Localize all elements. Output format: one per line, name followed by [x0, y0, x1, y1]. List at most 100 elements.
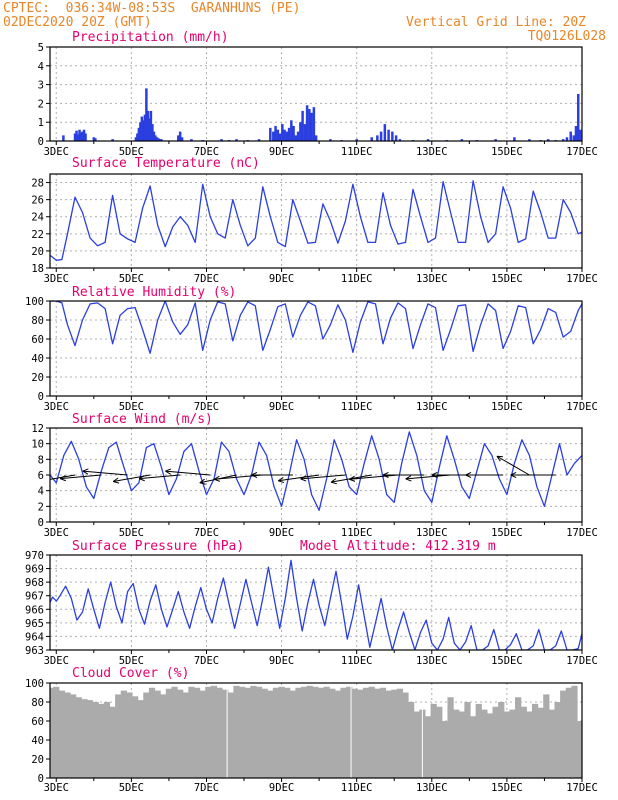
cloud-bar: [486, 713, 494, 778]
wind-arrow-shaft: [82, 470, 128, 476]
wind-arrow-head: [510, 471, 517, 476]
precip-bar: [73, 133, 77, 141]
x-tick-label: 3DEC: [44, 273, 69, 285]
x-tick-label: 5DEC: [119, 782, 144, 794]
wind-arrow-head: [382, 474, 389, 479]
x-tick-label: 11DEC: [341, 527, 373, 539]
precip-bar: [148, 118, 151, 141]
wind-arrow-head: [27, 480, 32, 484]
cloud-bar: [543, 694, 550, 778]
series-line: [50, 431, 582, 511]
cloud-bar: [481, 709, 488, 778]
cloud-bar: [182, 692, 189, 778]
x-tick-label: 13DEC: [416, 273, 448, 285]
precip-bar: [546, 139, 550, 141]
x-tick-label: 7DEC: [194, 655, 219, 667]
precip-bar: [572, 135, 575, 141]
y-tick-label: 80: [31, 697, 44, 709]
cloud-bar: [408, 702, 415, 778]
x-tick-label: 9DEC: [269, 782, 294, 794]
precip-bar: [398, 139, 402, 141]
wind-arrow-head: [465, 474, 472, 479]
wind-arrow: [465, 471, 504, 479]
x-tick-label: 17DEC: [566, 527, 598, 539]
precip-bar: [235, 139, 238, 141]
x-tick-label: 17DEC: [566, 146, 598, 158]
cloud-bar: [323, 686, 330, 778]
panel-frame: [49, 554, 583, 651]
cloud-bar: [165, 688, 173, 778]
x-tick-label: 7DEC: [194, 401, 219, 413]
cloud-bar: [498, 702, 505, 778]
x-tick-label: 5DEC: [119, 401, 144, 413]
precip-bar: [134, 137, 138, 141]
cloud-bar: [86, 700, 94, 778]
wind-arrow-shaft: [405, 474, 451, 480]
cloud-bar: [351, 688, 358, 778]
y-tick-label: 3: [38, 80, 44, 92]
y-tick-label: 28: [31, 178, 44, 190]
precip-bar: [276, 129, 280, 141]
wind-arrow: [27, 474, 76, 484]
y-tick-label: 6: [38, 470, 44, 482]
cloud-bar: [160, 694, 167, 778]
y-tick-label: 964: [25, 631, 44, 643]
cloud-bar: [126, 692, 133, 778]
y-tick-label: 100: [25, 296, 44, 308]
precip-bar: [158, 139, 162, 141]
cloud-bar: [430, 703, 437, 778]
cloud-bar: [526, 711, 533, 778]
precip-bar: [281, 124, 284, 141]
cloud-bar: [58, 690, 66, 778]
y-tick-label: 0: [38, 391, 44, 403]
precip-bar: [143, 114, 147, 141]
y-tick-label: 20: [31, 372, 44, 384]
cloud-bar: [565, 687, 572, 778]
x-tick-label: 7DEC: [194, 273, 219, 285]
cloud-bar: [205, 686, 212, 778]
precip-bar: [387, 129, 390, 141]
x-tick-label: 9DEC: [269, 401, 294, 413]
precip-bar: [383, 124, 387, 141]
y-tick-label: 965: [25, 618, 44, 630]
y-tick-label: 40: [31, 353, 44, 365]
y-tick-label: 22: [31, 229, 44, 241]
precip-bar: [494, 139, 497, 141]
wind-arrow-head: [165, 470, 171, 475]
precip-bar: [137, 127, 141, 141]
panel-2: 18 20 22 24 26 28 3DEC 5DEC 7DEC 9DEC 11DEC 13DEC 15…: [31, 156, 597, 285]
wind-arrow-shaft: [165, 470, 211, 476]
wind-arrow-head: [300, 478, 307, 482]
cloud-bar: [436, 706, 443, 778]
x-tick-label: 17DEC: [566, 273, 598, 285]
wind-arrow-head: [138, 478, 145, 482]
cloud-bar: [75, 697, 82, 778]
wind-arrow: [213, 474, 263, 482]
wind-arrow: [496, 455, 530, 476]
wind-arrow-head: [431, 474, 438, 479]
precip-bar: [274, 125, 277, 141]
cloud-bar: [199, 690, 206, 778]
y-tick-label: 969: [25, 564, 44, 576]
precip-bar: [180, 137, 184, 141]
model-id: TQ0126L028: [527, 29, 606, 44]
x-tick-label: 7DEC: [194, 782, 219, 794]
y-tick-label: 968: [25, 577, 44, 589]
cloud-bar: [267, 690, 274, 778]
x-tick-label: 3DEC: [44, 146, 69, 158]
cloud-bar: [239, 686, 246, 778]
wind-arrow-shaft: [50, 474, 76, 480]
cloud-bar: [447, 697, 454, 778]
header: CPTEC: 036:34W-08:53S GARANHUNS (PE) 02D…: [0, 0, 618, 50]
wind-arrow: [82, 468, 128, 476]
y-tick-label: 100: [25, 678, 44, 690]
wind-arrow: [405, 474, 451, 482]
y-tick-label: 60: [31, 334, 44, 346]
wind-arrow-head: [199, 482, 206, 485]
panel-title: Surface Wind (m/s): [72, 412, 213, 427]
wind-arrow-head: [199, 478, 205, 484]
plot-area: [50, 683, 582, 778]
precip-bar: [142, 120, 145, 141]
precip-bar: [460, 139, 464, 141]
